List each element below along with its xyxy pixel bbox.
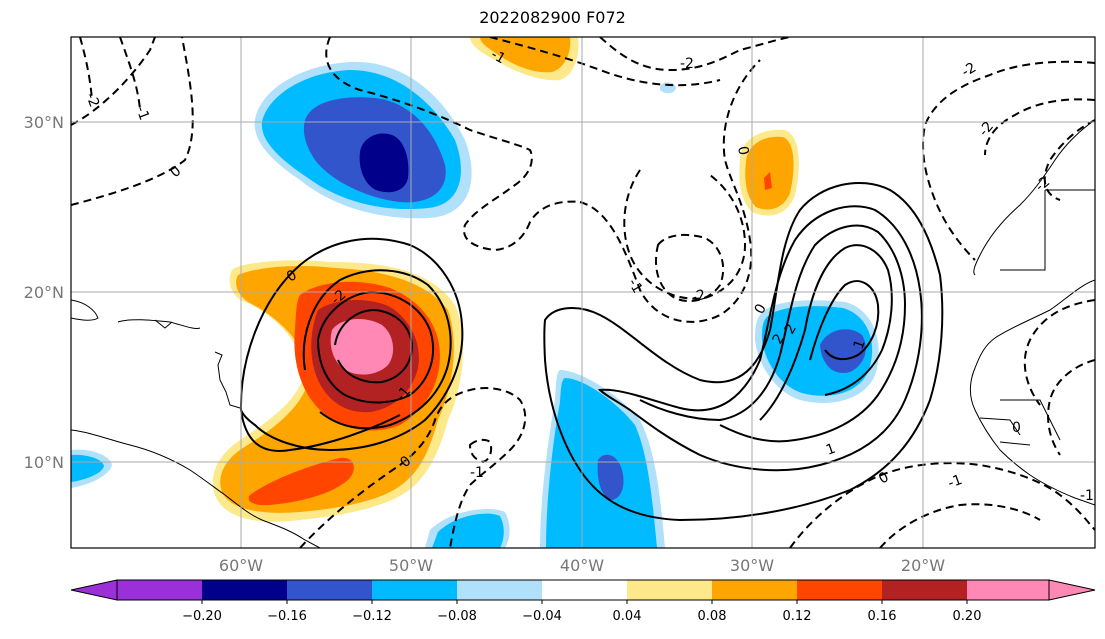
lon-label-30w: 30°W [730, 556, 774, 575]
contour-label: -1 [1080, 488, 1094, 504]
map-border [70, 36, 1096, 549]
colorbar-tick-labels: −0.20 −0.16 −0.12 −0.08 −0.04 0.04 0.08 … [182, 609, 981, 624]
colorbar-bin [372, 580, 457, 600]
lon-label-60w: 60°W [219, 556, 263, 575]
solid-contours [239, 182, 944, 522]
hurricane-anomaly-tail [248, 457, 354, 506]
colorbar-tick-label: −0.04 [522, 609, 562, 624]
contour-label: -2 [680, 56, 694, 72]
contour-label: -1 [132, 104, 152, 123]
colorbar-tick-label: 0.04 [613, 609, 642, 624]
longitude-labels: 60°W 50°W 40°W 30°W 20°W [219, 556, 945, 575]
colorbar-tick-label: −0.20 [182, 609, 222, 624]
colorbar-bin [202, 580, 287, 600]
contour-label: -1 [625, 276, 646, 296]
blue-anomaly-east-core [820, 329, 866, 373]
colorbar-bin [117, 580, 202, 600]
colorbar-extend-right [1048, 579, 1096, 601]
coastlines [71, 119, 1095, 548]
colorbar: −0.20 −0.16 −0.12 −0.08 −0.04 0.04 0.08 … [70, 579, 1096, 624]
red-dot-east [764, 172, 772, 190]
contour-label: -2 [82, 91, 102, 110]
colorbar-frame [116, 579, 1050, 601]
lat-label-30n: 30°N [24, 113, 64, 132]
colorbar-bin [797, 580, 882, 600]
colorbar-bin [287, 580, 372, 600]
chart-title: 2022082900 F072 [479, 8, 626, 27]
colorbar-extend-left [70, 579, 118, 601]
lon-label-20w: 20°W [901, 556, 945, 575]
colorbar-tick-label: 0.16 [868, 609, 897, 624]
contour-label: -2 [959, 60, 979, 81]
dashed-contours [71, 37, 1095, 548]
grid-lines [71, 37, 1095, 548]
colorbar-tick-label: −0.16 [267, 609, 307, 624]
lon-label-40w: 40°W [560, 556, 604, 575]
colorbar-ticks [201, 600, 968, 604]
contour-label: 0 [1012, 420, 1021, 436]
colorbar-tick-label: −0.12 [352, 609, 392, 624]
colorbar-tick-label: 0.12 [783, 609, 812, 624]
contour-label: 0 [734, 145, 751, 157]
lon-label-50w: 50°W [389, 556, 433, 575]
navy-anomaly-north [359, 133, 409, 193]
colorbar-tick-label: 0.08 [698, 609, 727, 624]
contour-label: -2 [690, 287, 708, 306]
latitude-labels: 30°N 20°N 10°N [24, 113, 64, 472]
map-content: -2 -1 -2 -1 -2 0 -2 0 -1 -2 0 -1 -2 0 0 … [71, 37, 1095, 548]
orange-anomaly-top-core [480, 37, 571, 73]
colorbar-tick-label: 0.20 [953, 609, 982, 624]
lat-label-20n: 20°N [24, 283, 64, 302]
blue-anomaly-southwest-core [432, 513, 504, 548]
contour-label: -1 [488, 47, 508, 68]
colorbar-bin [627, 580, 712, 600]
colorbar-bin [967, 580, 1049, 600]
contour-label: -1 [470, 465, 484, 481]
colorbar-bin [542, 580, 627, 600]
colorbar-bin [882, 580, 967, 600]
hurricane-anomaly-pink [330, 318, 394, 375]
blue-anomaly-south-core [597, 454, 624, 500]
contour-label: -1 [946, 472, 965, 492]
lat-label-10n: 10°N [24, 453, 64, 472]
colorbar-bin [457, 580, 542, 600]
colorbar-tick-label: −0.08 [437, 609, 477, 624]
colorbar-bin [712, 580, 797, 600]
